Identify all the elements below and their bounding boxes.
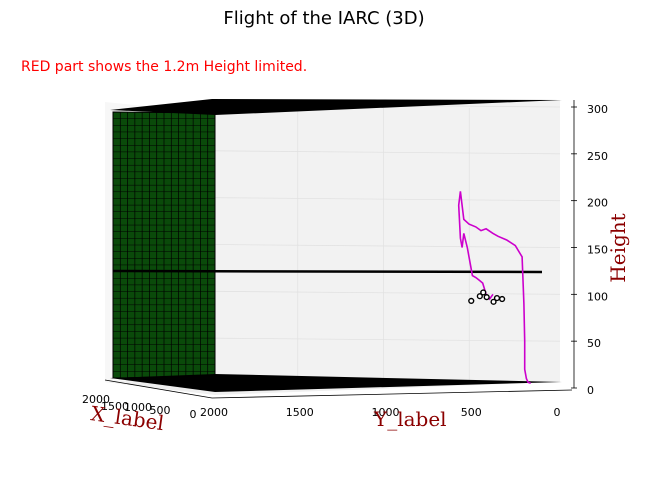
y-tick-label: 500: [461, 406, 482, 419]
grid-line: [214, 337, 561, 342]
back-pane: [215, 100, 560, 382]
z-tick-label: 100: [587, 290, 608, 303]
marker-point: [499, 295, 506, 303]
z-tick-label: 150: [587, 244, 608, 257]
x-axis-line: [104, 379, 213, 399]
z-tick-label: 300: [587, 103, 608, 116]
y-tick-labels: 2000 1500 1000 500 0: [200, 406, 561, 419]
boundary-wall: [112, 111, 216, 379]
chart-title: Flight of the IARC (3D): [223, 8, 424, 29]
y-tick-label: 2000: [200, 406, 228, 419]
x-tick-label: 500: [150, 404, 171, 417]
y-axis-line: [211, 389, 573, 399]
grid-line: [214, 290, 561, 295]
marker-point: [490, 298, 497, 305]
marker-point: [476, 293, 483, 300]
z-tick-label: 50: [587, 337, 601, 350]
z-axis-label: Height: [606, 213, 630, 282]
grid-line: [214, 244, 561, 248]
y-tick-label: 1000: [372, 406, 400, 419]
z-tick-label: 200: [587, 197, 608, 210]
y-tick-label: 1500: [286, 406, 314, 419]
y-axis-label: Y_label: [373, 407, 447, 431]
flight-trajectory: [457, 191, 531, 385]
z-tick-labels: 0 50 100 150 200 250 300: [571, 103, 608, 397]
height-limit-annotation: RED part shows the 1.2m Height limited.: [21, 59, 307, 75]
bottom-boundary-plane: [110, 374, 562, 392]
marker-point: [483, 294, 490, 301]
z-tick-label: 250: [587, 150, 608, 163]
grid-line: [214, 150, 561, 155]
x-tick-label: 1500: [101, 400, 129, 413]
marker-point: [480, 289, 487, 296]
top-boundary-plane: [110, 99, 562, 115]
grid-line: [214, 197, 561, 202]
x-tick-label: 1000: [124, 401, 152, 414]
height-limit-line: [112, 269, 543, 274]
marker-point: [493, 294, 501, 302]
x-tick-label: 2000: [82, 393, 110, 406]
axes: [104, 100, 575, 399]
x-tick-label: 0: [190, 408, 197, 421]
marker-point: [468, 297, 475, 304]
ground-markers: [468, 289, 506, 305]
z-tick-label: 0: [587, 384, 594, 397]
y-tick-label: 0: [554, 406, 561, 419]
